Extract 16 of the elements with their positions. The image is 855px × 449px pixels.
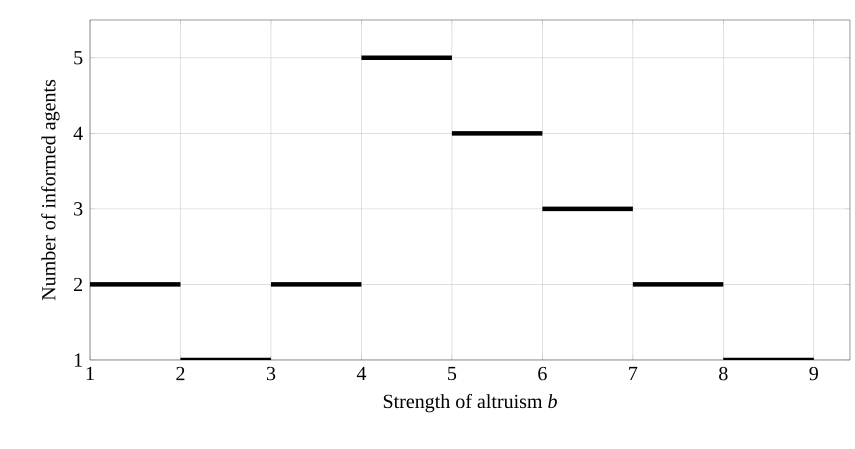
y-tick-label: 5 [74,51,82,64]
x-axis-title: Strength of altruism b [384,394,557,412]
x-tick-label: 4 [356,366,366,380]
y-tick-label: 4 [74,126,83,140]
x-tick-label: 9 [809,366,818,380]
y-tick-label: 2 [74,278,82,292]
x-tick-label: 6 [538,366,547,380]
y-axis-title: Number of informed agents [41,80,60,300]
x-tick-label: 8 [719,366,728,380]
x-tick-label: 1 [86,366,94,380]
x-tick-label: 5 [448,366,456,380]
x-tick-label: 2 [176,366,184,380]
y-tick-label: 1 [74,353,82,367]
x-tick-label: 3 [266,366,276,380]
y-tick-label: 3 [74,202,82,216]
x-tick-label: 7 [629,366,638,380]
